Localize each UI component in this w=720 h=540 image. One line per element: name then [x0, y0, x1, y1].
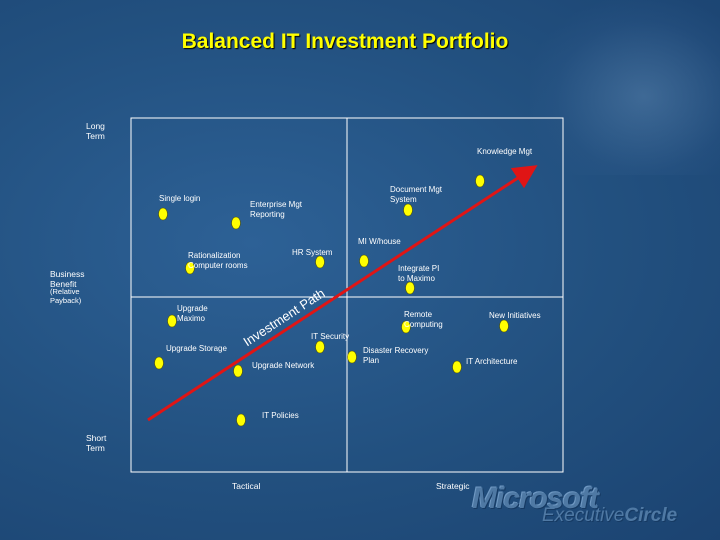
project-label: IT Security [311, 332, 350, 341]
project-bubble [475, 174, 485, 188]
project-bubble [359, 254, 369, 268]
investment-path-arrow [147, 165, 538, 422]
project-bubble [403, 203, 413, 217]
project-bubble [452, 360, 462, 374]
project-bubble [401, 320, 411, 334]
project-label: Enterprise Mgt Reporting [250, 200, 303, 219]
project-label: IT Policies [262, 411, 299, 420]
short-term-label: Short Term [86, 433, 107, 453]
project-bubble [499, 319, 509, 333]
project-bubble [167, 314, 177, 328]
background-face-image [530, 0, 720, 175]
business-benefit-label: Business Benefit [50, 269, 85, 289]
project-label: Integrate PI to Maximo [398, 264, 440, 283]
project-label: MI W/house [358, 237, 401, 246]
project-label: Single login [159, 194, 201, 203]
logo-brand: Microsoft [472, 482, 599, 515]
project-label: HR System [292, 248, 333, 257]
project-bubble [185, 261, 195, 275]
project-label: New Initiatives [489, 311, 541, 320]
project-bubble [154, 356, 164, 370]
project-label: Remote Computing [404, 310, 443, 329]
slide-title: Balanced IT Investment Portfolio [181, 30, 509, 53]
microsoft-executive-circle-logo: Microsoft ExecutiveCircle [472, 482, 712, 530]
logo-subtitle: ExecutiveCircle [542, 505, 678, 526]
project-label: IT Architecture [466, 357, 518, 366]
project-bubble [347, 350, 357, 364]
business-benefit-sublabel: (Relative Payback) [50, 287, 82, 305]
project-bubble [236, 413, 246, 427]
project-label: Upgrade Storage [166, 344, 227, 353]
tactical-label: Tactical [232, 481, 261, 491]
project-label: Document Mgt System [390, 185, 443, 204]
project-label: Disaster Recovery Plan [363, 346, 429, 365]
project-bubble [315, 340, 325, 354]
project-bubble [405, 281, 415, 295]
project-label: Upgrade Maximo [177, 304, 208, 323]
project-bubble [233, 364, 243, 378]
project-label: Rationalization Computer rooms [188, 251, 248, 270]
project-bubble [158, 207, 168, 221]
project-bubble [315, 255, 325, 269]
project-label: Knowledge Mgt [477, 147, 533, 156]
strategic-label: Strategic [436, 481, 470, 491]
project-label: Upgrade Network [252, 361, 315, 370]
project-bubble [231, 216, 241, 230]
long-term-label: Long Term [86, 121, 105, 141]
